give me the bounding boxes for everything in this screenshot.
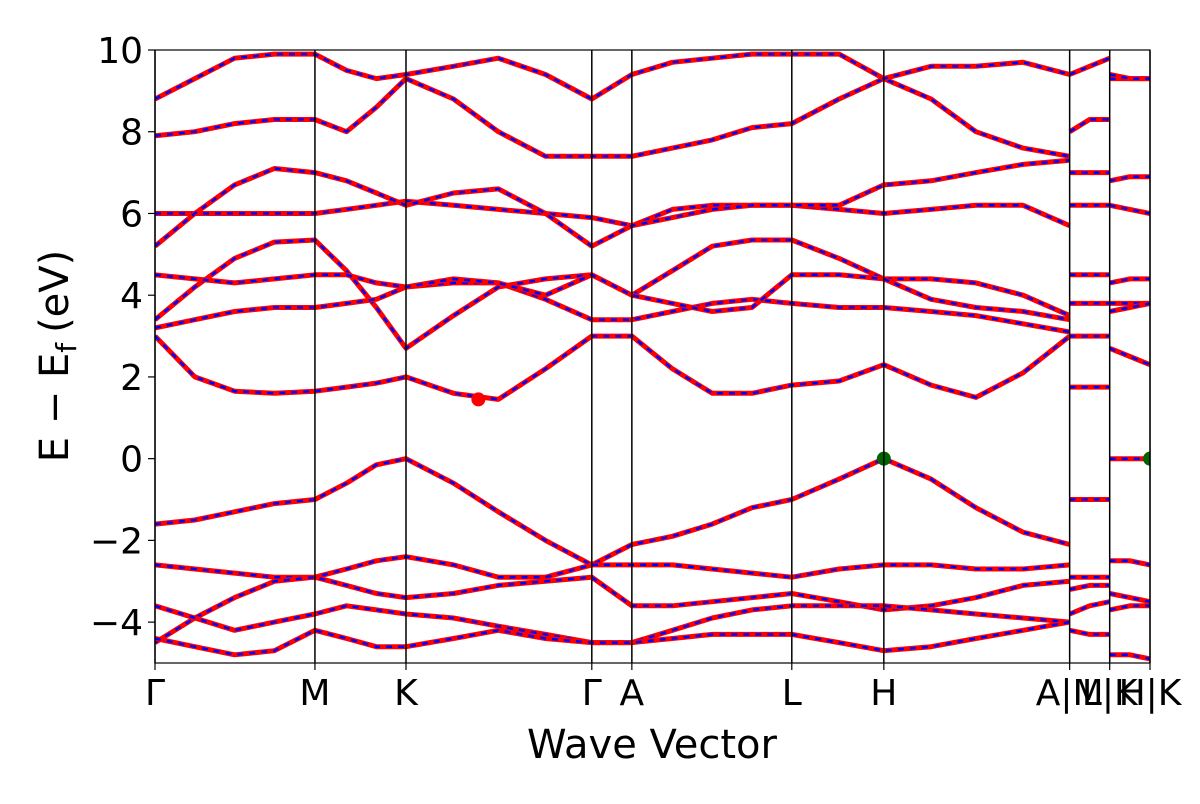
- y-label-sub: f: [50, 342, 83, 353]
- band-overlay: [155, 238, 1150, 351]
- y-tick-label: 0: [120, 440, 143, 481]
- band-line: [155, 554, 1150, 580]
- x-tick-label: A|M: [1036, 673, 1104, 714]
- y-tick-label: 8: [120, 113, 143, 154]
- y-label-main: E − E: [32, 353, 78, 463]
- x-tick-label: K: [394, 673, 419, 714]
- y-label-unit: (eV): [32, 250, 78, 333]
- x-tick-label: M: [299, 673, 330, 714]
- y-tick-label: 2: [120, 358, 143, 399]
- y-tick-label: 4: [120, 276, 143, 317]
- band-line: [155, 456, 1150, 568]
- y-tick-label: −2: [90, 521, 143, 562]
- band-overlay: [155, 575, 1150, 644]
- y-tick-label: 6: [120, 194, 143, 235]
- y-axis-label: E − Ef (eV): [32, 250, 83, 463]
- x-tick-label: H: [870, 673, 897, 714]
- band-edge-point: [1143, 451, 1150, 466]
- x-axis-label: Wave Vector: [527, 722, 778, 768]
- x-tick-label: A: [620, 673, 645, 714]
- x-tick-label: H|K: [1119, 673, 1183, 714]
- y-tick-label: 10: [97, 31, 143, 72]
- band-overlay: [155, 52, 1150, 101]
- y-tick-label: −4: [90, 603, 143, 644]
- band-line: [155, 333, 1150, 402]
- band-overlay: [155, 199, 1150, 227]
- x-tick-label: Γ: [582, 673, 602, 714]
- band-line: [155, 76, 1150, 159]
- band-line: [155, 51, 1150, 102]
- band-overlay: [155, 620, 1150, 661]
- band-line: [155, 237, 1150, 351]
- x-tick-label: L: [782, 673, 802, 714]
- x-tick-label: Γ: [145, 673, 165, 714]
- bands: [155, 51, 1150, 662]
- band-overlay: [155, 457, 1150, 567]
- band-edge-point: [471, 392, 486, 407]
- x-tick-label: L|K: [1082, 673, 1139, 714]
